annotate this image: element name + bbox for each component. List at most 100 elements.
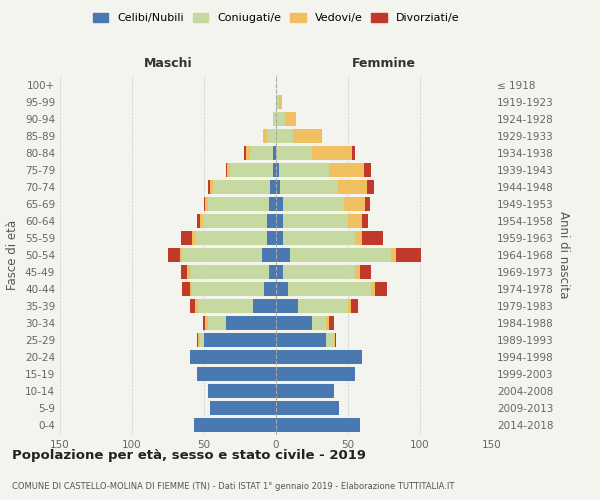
Bar: [276, 214, 283, 228]
Bar: [205, 197, 208, 211]
Bar: [193, 231, 196, 245]
Bar: [359, 265, 371, 279]
Bar: [190, 299, 196, 313]
Bar: [334, 333, 335, 347]
Bar: [276, 316, 312, 330]
Bar: [276, 231, 283, 245]
Bar: [270, 180, 276, 194]
Bar: [376, 282, 387, 296]
Bar: [280, 180, 338, 194]
Bar: [210, 180, 212, 194]
Bar: [371, 282, 376, 296]
Bar: [312, 316, 326, 330]
Bar: [284, 112, 296, 126]
Bar: [276, 163, 279, 177]
Bar: [203, 316, 205, 330]
Bar: [182, 282, 190, 296]
Bar: [276, 146, 312, 160]
Bar: [230, 163, 273, 177]
Bar: [344, 197, 365, 211]
Bar: [276, 282, 287, 296]
Bar: [197, 367, 276, 381]
Bar: [196, 231, 268, 245]
Bar: [198, 299, 253, 313]
Bar: [200, 214, 203, 228]
Bar: [298, 299, 348, 313]
Bar: [262, 248, 276, 262]
Bar: [246, 146, 250, 160]
Y-axis label: Anni di nascita: Anni di nascita: [557, 212, 570, 298]
Bar: [367, 180, 374, 194]
Bar: [208, 384, 276, 398]
Bar: [204, 333, 276, 347]
Bar: [276, 350, 362, 364]
Bar: [326, 316, 329, 330]
Text: Maschi: Maschi: [143, 57, 193, 70]
Bar: [391, 248, 395, 262]
Bar: [276, 333, 326, 347]
Text: COMUNE DI CASTELLO-MOLINA DI FIEMME (TN) - Dati ISTAT 1° gennaio 2019 - Elaboraz: COMUNE DI CASTELLO-MOLINA DI FIEMME (TN)…: [12, 482, 454, 491]
Bar: [208, 316, 226, 330]
Bar: [208, 180, 210, 194]
Bar: [276, 367, 355, 381]
Bar: [335, 333, 337, 347]
Legend: Celibi/Nubili, Coniugati/e, Vedovi/e, Divorziati/e: Celibi/Nubili, Coniugati/e, Vedovi/e, Di…: [91, 10, 461, 26]
Bar: [244, 146, 246, 160]
Bar: [276, 299, 298, 313]
Bar: [276, 197, 283, 211]
Bar: [283, 197, 344, 211]
Bar: [200, 333, 204, 347]
Bar: [210, 401, 276, 415]
Bar: [208, 197, 269, 211]
Bar: [182, 248, 262, 262]
Bar: [395, 248, 421, 262]
Bar: [276, 248, 290, 262]
Bar: [196, 299, 198, 313]
Bar: [348, 214, 362, 228]
Bar: [226, 163, 227, 177]
Bar: [326, 333, 334, 347]
Bar: [276, 418, 359, 432]
Bar: [364, 163, 371, 177]
Bar: [269, 197, 276, 211]
Bar: [265, 282, 276, 296]
Text: Popolazione per età, sesso e stato civile - 2019: Popolazione per età, sesso e stato civil…: [12, 450, 366, 462]
Bar: [290, 248, 391, 262]
Bar: [190, 282, 193, 296]
Bar: [365, 197, 370, 211]
Bar: [351, 299, 358, 313]
Bar: [279, 163, 329, 177]
Bar: [268, 231, 276, 245]
Bar: [193, 282, 265, 296]
Bar: [283, 214, 348, 228]
Bar: [273, 146, 276, 160]
Bar: [276, 95, 279, 109]
Bar: [362, 214, 368, 228]
Bar: [362, 231, 383, 245]
Bar: [227, 163, 230, 177]
Bar: [190, 265, 269, 279]
Bar: [283, 231, 355, 245]
Bar: [190, 350, 276, 364]
Bar: [268, 129, 276, 143]
Bar: [276, 180, 280, 194]
Bar: [276, 401, 340, 415]
Bar: [263, 129, 268, 143]
Bar: [348, 299, 351, 313]
Bar: [312, 146, 352, 160]
Bar: [355, 231, 362, 245]
Bar: [187, 265, 190, 279]
Bar: [273, 112, 276, 126]
Bar: [205, 316, 208, 330]
Bar: [287, 282, 371, 296]
Y-axis label: Fasce di età: Fasce di età: [7, 220, 19, 290]
Bar: [204, 197, 205, 211]
Bar: [168, 248, 179, 262]
Bar: [179, 248, 182, 262]
Bar: [283, 265, 355, 279]
Bar: [197, 214, 200, 228]
Bar: [352, 146, 355, 160]
Bar: [226, 316, 276, 330]
Bar: [279, 95, 282, 109]
Bar: [198, 333, 200, 347]
